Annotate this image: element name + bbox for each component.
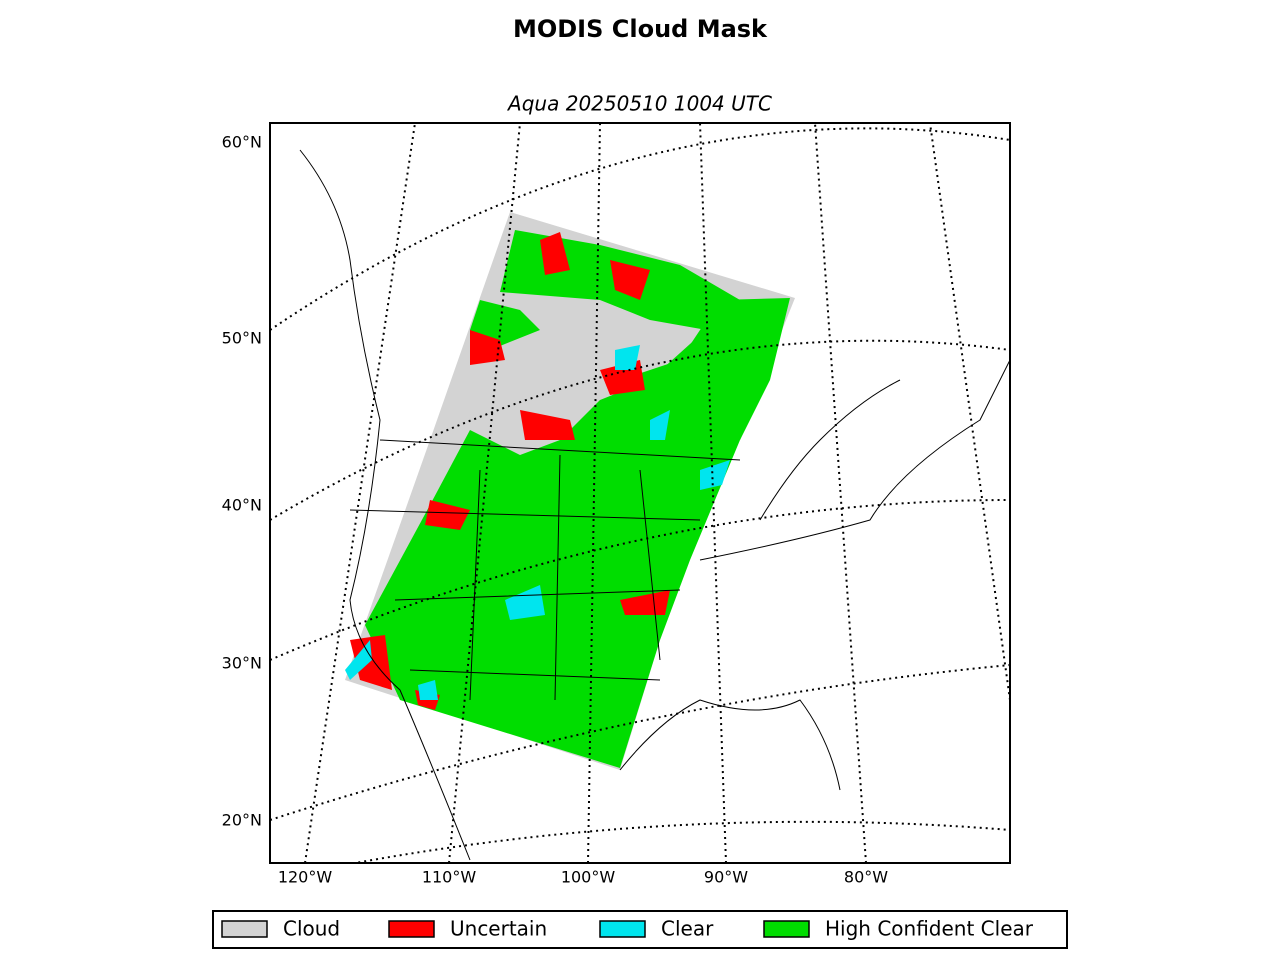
boundary-line — [349, 439, 741, 701]
clear-patch — [615, 345, 640, 370]
boundary-line — [699, 359, 1010, 561]
graticule-line — [448, 123, 521, 863]
lat-label: 20°N — [222, 811, 262, 830]
legend-label: Uncertain — [450, 917, 547, 941]
map-frame — [269, 122, 1011, 864]
clear-patch — [650, 410, 670, 440]
clear-patch — [505, 585, 545, 620]
uncertain-area — [470, 330, 505, 365]
boundary-line — [759, 379, 901, 521]
clear-area — [365, 335, 765, 768]
clear-patch — [418, 680, 438, 700]
uncertain-area — [540, 232, 570, 275]
lon-label: 90°W — [704, 868, 748, 887]
boundary-line — [619, 699, 841, 791]
clear-patch — [700, 460, 730, 490]
legend-swatch — [763, 920, 810, 938]
lon-label: 100°W — [561, 868, 616, 887]
subtitle: Aqua 20250510 1004 UTC — [506, 92, 772, 116]
graticule-line — [929, 123, 1010, 701]
uncertain-area — [350, 635, 392, 690]
legend-label: Cloud — [283, 917, 340, 941]
boundary-line — [299, 149, 471, 861]
legend-label: Clear — [661, 917, 714, 941]
legend-label: High Confident Clear — [825, 917, 1034, 941]
uncertain-area — [620, 590, 670, 615]
legend-swatch — [599, 920, 646, 938]
clear-area — [620, 298, 790, 440]
uncertain-area — [425, 500, 470, 530]
lon-label: 120°W — [278, 868, 333, 887]
lon-label: 110°W — [422, 868, 477, 887]
lat-label: 30°N — [222, 654, 262, 673]
lat-label: 40°N — [222, 496, 262, 515]
clear-patch — [345, 640, 372, 680]
graticule-line — [304, 123, 416, 863]
uncertain-area — [520, 410, 575, 440]
map-area — [270, 123, 1010, 863]
graticule-line — [349, 820, 1010, 863]
lon-label: 80°W — [844, 868, 888, 887]
lat-label: 50°N — [222, 329, 262, 348]
legend-swatch — [388, 920, 435, 938]
graticule-line — [814, 123, 867, 863]
title: MODIS Cloud Mask — [513, 15, 768, 43]
lat-label: 60°N — [222, 133, 262, 152]
uncertain-area — [610, 260, 650, 300]
graticule-line — [270, 339, 1010, 521]
legend-swatch — [221, 920, 268, 938]
